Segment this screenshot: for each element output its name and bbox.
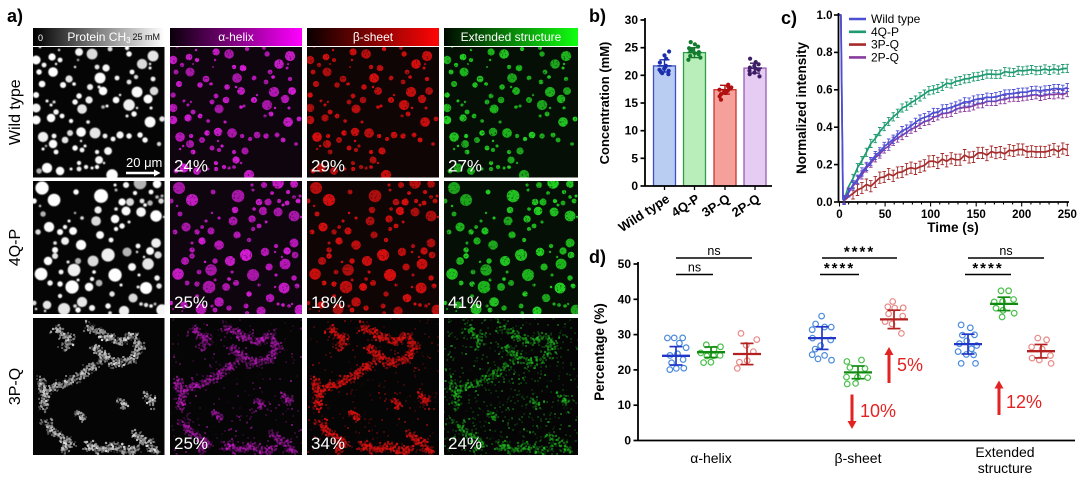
svg-text:Wild type: Wild type — [871, 12, 921, 26]
svg-text:50: 50 — [618, 257, 632, 271]
svg-text:27%: 27% — [448, 157, 482, 176]
svg-text:Percentage (%): Percentage (%) — [592, 303, 607, 401]
svg-text:10: 10 — [625, 124, 639, 138]
svg-text:b): b) — [589, 6, 606, 26]
svg-text:25%: 25% — [174, 293, 208, 312]
svg-text:100: 100 — [921, 209, 940, 221]
svg-text:Protein CH3: Protein CH3 — [67, 30, 131, 45]
svg-text:****: **** — [824, 260, 855, 277]
svg-text:41%: 41% — [448, 293, 482, 312]
svg-text:50: 50 — [879, 209, 892, 221]
svg-text:β-sheet: β-sheet — [835, 450, 882, 466]
svg-text:Normalized intensity: Normalized intensity — [794, 41, 809, 174]
svg-text:structure: structure — [978, 460, 1033, 476]
svg-text:α-helix: α-helix — [218, 30, 254, 44]
svg-text:3P-Q: 3P-Q — [871, 38, 899, 52]
svg-text:0.2: 0.2 — [817, 159, 833, 171]
svg-text:ns: ns — [688, 261, 701, 275]
svg-text:15: 15 — [625, 96, 639, 110]
svg-text:4Q-P: 4Q-P — [7, 229, 24, 266]
svg-text:40: 40 — [618, 292, 632, 306]
svg-text:0: 0 — [624, 434, 631, 448]
svg-text:25 mM: 25 mM — [132, 32, 160, 42]
svg-text:****: **** — [844, 244, 875, 261]
svg-text:0: 0 — [38, 33, 43, 43]
svg-text:24%: 24% — [448, 434, 482, 453]
svg-text:5: 5 — [631, 151, 638, 165]
svg-text:Wild type: Wild type — [7, 79, 24, 145]
svg-text:12%: 12% — [1006, 392, 1042, 412]
svg-text:30: 30 — [625, 13, 639, 27]
svg-text:2P-Q: 2P-Q — [871, 50, 899, 64]
svg-text:Time (s): Time (s) — [927, 220, 979, 235]
svg-text:α-helix: α-helix — [690, 450, 732, 466]
svg-text:0: 0 — [836, 209, 842, 221]
svg-text:18%: 18% — [311, 293, 345, 312]
svg-text:0.0: 0.0 — [817, 197, 833, 209]
svg-text:200: 200 — [1012, 209, 1031, 221]
svg-text:20: 20 — [625, 68, 639, 82]
svg-text:c): c) — [781, 8, 797, 28]
svg-text:0.8: 0.8 — [817, 47, 834, 59]
svg-text:Extended structure: Extended structure — [461, 30, 562, 44]
svg-text:250: 250 — [1058, 209, 1077, 221]
svg-text:10: 10 — [618, 398, 632, 412]
svg-text:Concentration (mM): Concentration (mM) — [597, 42, 612, 165]
svg-text:Extended: Extended — [975, 444, 1034, 460]
svg-text:5%: 5% — [897, 355, 923, 375]
svg-text:25: 25 — [625, 41, 639, 55]
svg-text:d): d) — [589, 247, 606, 267]
svg-text:ns: ns — [707, 244, 720, 258]
svg-text:25%: 25% — [174, 434, 208, 453]
svg-text:β-sheet: β-sheet — [353, 30, 394, 44]
svg-text:4Q-P: 4Q-P — [871, 25, 899, 39]
svg-text:34%: 34% — [311, 434, 345, 453]
svg-text:150: 150 — [967, 209, 986, 221]
svg-text:20: 20 — [618, 363, 632, 377]
svg-text:24%: 24% — [174, 157, 208, 176]
svg-text:a): a) — [7, 6, 23, 26]
svg-text:0.4: 0.4 — [817, 122, 834, 134]
svg-text:0.6: 0.6 — [817, 85, 833, 97]
svg-text:ns: ns — [999, 244, 1012, 258]
svg-text:****: **** — [972, 260, 1003, 277]
svg-text:1.0: 1.0 — [817, 10, 833, 22]
svg-text:0: 0 — [631, 179, 638, 193]
svg-text:20 μm: 20 μm — [126, 155, 162, 170]
svg-text:29%: 29% — [311, 157, 345, 176]
svg-text:10%: 10% — [860, 401, 896, 421]
svg-text:3P-Q: 3P-Q — [7, 368, 24, 405]
svg-text:30: 30 — [618, 328, 632, 342]
